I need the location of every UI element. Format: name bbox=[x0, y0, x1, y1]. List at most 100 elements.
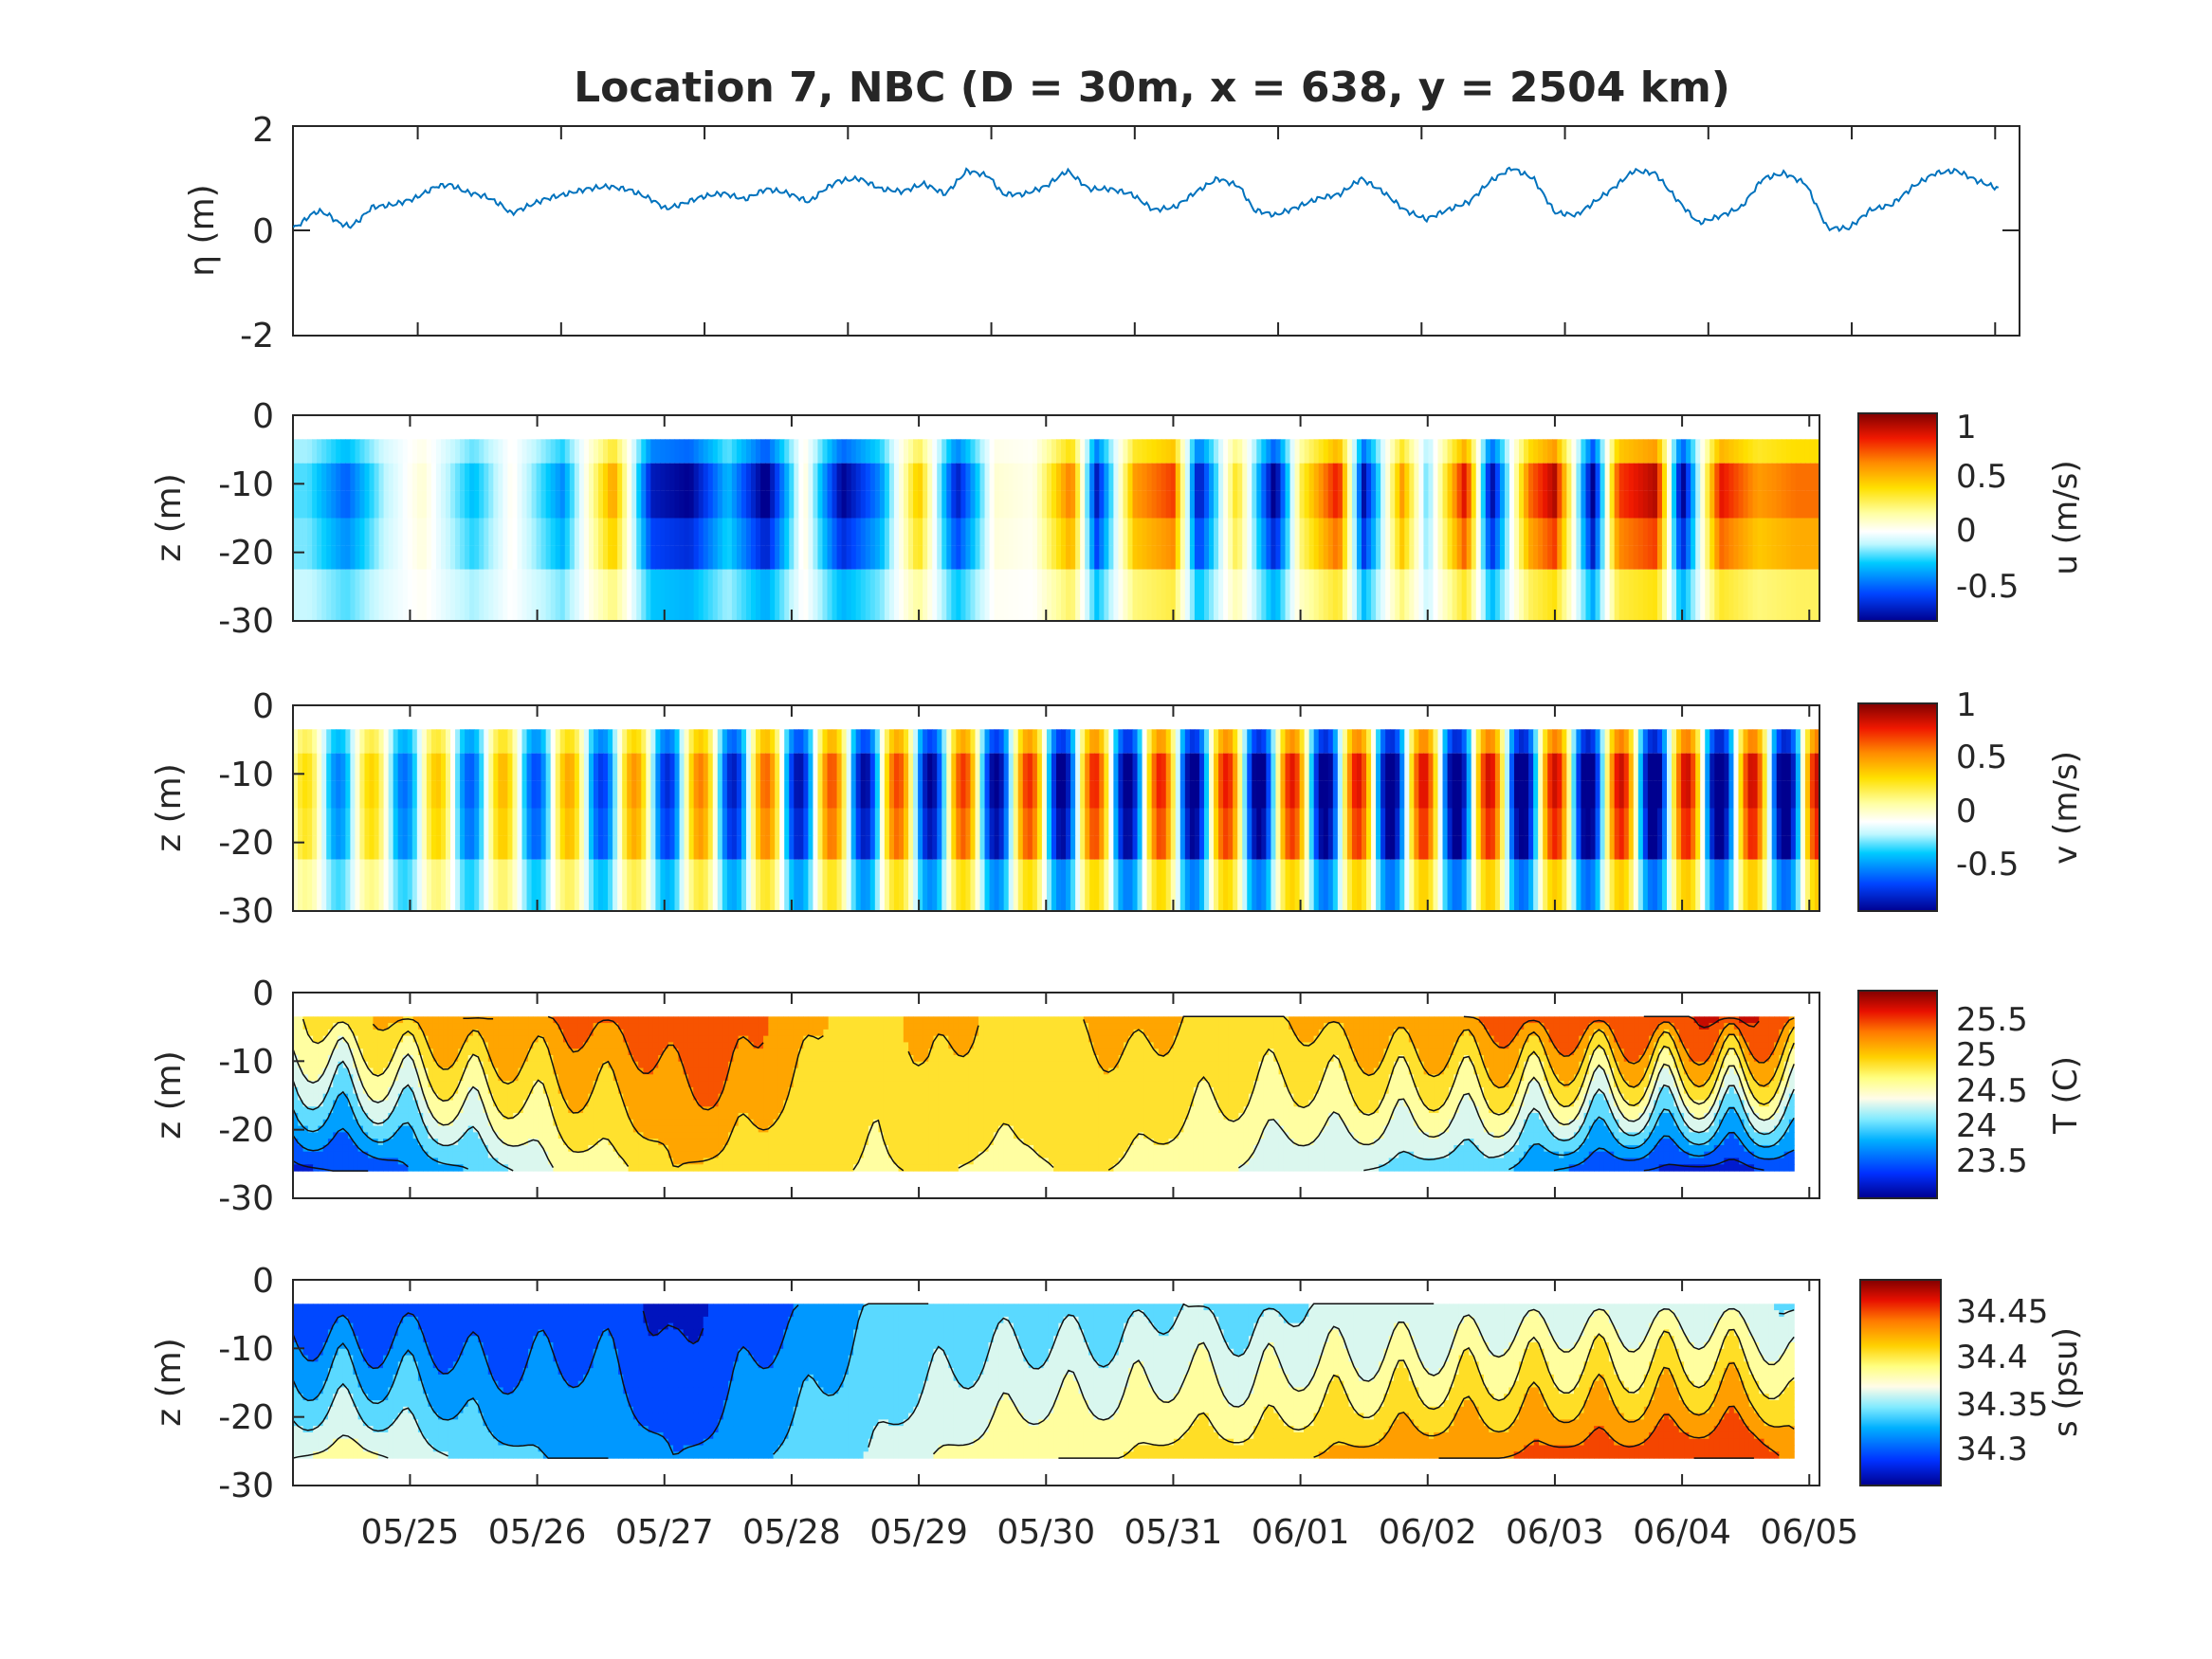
v-cell bbox=[1304, 859, 1310, 911]
t-cell bbox=[1669, 1023, 1675, 1030]
t-cell bbox=[1559, 1016, 1565, 1024]
u-cell bbox=[583, 569, 590, 621]
t-cell bbox=[908, 1016, 914, 1024]
u-cell bbox=[1323, 463, 1329, 491]
u-cell bbox=[1414, 545, 1419, 570]
t-cell bbox=[1008, 1016, 1015, 1024]
v-cell bbox=[1814, 729, 1820, 754]
v-cell bbox=[603, 780, 609, 809]
v-cell bbox=[1728, 835, 1735, 860]
v-cell bbox=[1709, 835, 1715, 860]
t-cell bbox=[1153, 1016, 1160, 1024]
u-cell bbox=[608, 518, 613, 546]
u-cell bbox=[1351, 545, 1358, 570]
v-cell bbox=[1757, 780, 1764, 809]
u-cell bbox=[1032, 545, 1038, 570]
u-cell bbox=[879, 463, 886, 491]
u-cell bbox=[1161, 439, 1167, 464]
u-cell bbox=[411, 463, 418, 491]
t-cell bbox=[1083, 1029, 1089, 1037]
u-cell bbox=[1728, 545, 1735, 570]
u-cell bbox=[550, 545, 557, 570]
v-cell bbox=[655, 835, 662, 860]
t-cell bbox=[1658, 1029, 1665, 1037]
u-cell bbox=[1733, 569, 1740, 621]
v-cell bbox=[1366, 753, 1372, 781]
v-cell bbox=[493, 780, 499, 809]
u-cell bbox=[416, 439, 423, 464]
v-cell bbox=[913, 780, 919, 809]
t-cell bbox=[1368, 1029, 1375, 1037]
u-cell bbox=[1514, 545, 1520, 570]
t-cell bbox=[568, 1023, 575, 1030]
t-cell bbox=[1443, 1029, 1450, 1037]
v-cell bbox=[512, 835, 519, 860]
u-cell bbox=[998, 545, 1005, 570]
u-cell bbox=[1233, 439, 1238, 464]
u-cell bbox=[841, 569, 848, 621]
u-cell bbox=[989, 569, 996, 621]
t-cell bbox=[1373, 1029, 1380, 1037]
v-cell bbox=[1800, 753, 1806, 781]
t-cell bbox=[1768, 1016, 1775, 1024]
v-cell bbox=[1036, 808, 1043, 836]
t-cell bbox=[1539, 1029, 1545, 1037]
u-cell bbox=[1547, 463, 1553, 491]
u-cell bbox=[1700, 439, 1706, 464]
u-cell bbox=[1800, 545, 1806, 570]
u-cell bbox=[1618, 463, 1625, 491]
t-cell bbox=[1748, 1029, 1755, 1037]
u-cell bbox=[559, 490, 566, 519]
u-cell bbox=[932, 490, 938, 519]
v-cell bbox=[1661, 859, 1668, 911]
u-cell bbox=[789, 545, 795, 570]
v-cell bbox=[1233, 808, 1238, 836]
u-cell bbox=[293, 518, 299, 546]
u-cell bbox=[1581, 518, 1587, 546]
u-cell bbox=[298, 439, 303, 464]
v-cell bbox=[627, 808, 632, 836]
v-cell bbox=[1752, 859, 1759, 911]
t-cell bbox=[918, 1035, 924, 1044]
v-cell bbox=[1743, 729, 1749, 754]
v-cell bbox=[860, 835, 867, 860]
u-cell bbox=[622, 545, 628, 570]
v-cell bbox=[1237, 835, 1243, 860]
u-cell bbox=[646, 545, 651, 570]
u-cell bbox=[1271, 439, 1277, 464]
v-cell bbox=[345, 808, 351, 836]
u-cell bbox=[331, 569, 337, 621]
u-cell bbox=[512, 545, 519, 570]
u-cell bbox=[908, 490, 914, 519]
t-cell bbox=[1759, 1029, 1765, 1037]
u-cell bbox=[302, 463, 308, 491]
u-cell bbox=[703, 545, 709, 570]
u-cell bbox=[1242, 439, 1248, 464]
u-cell bbox=[298, 463, 303, 491]
t-cell bbox=[618, 1035, 624, 1044]
u-cell bbox=[465, 463, 470, 491]
u-cell bbox=[808, 569, 814, 621]
v-cell bbox=[564, 835, 571, 860]
u-cell bbox=[1519, 545, 1525, 570]
v-cell bbox=[1585, 859, 1592, 911]
u-cell bbox=[402, 439, 409, 464]
v-cell bbox=[1027, 753, 1033, 781]
u-cell bbox=[531, 518, 538, 546]
v-cell bbox=[1714, 808, 1720, 836]
v-cell bbox=[650, 729, 656, 754]
u-cell bbox=[1299, 439, 1306, 464]
v-cell bbox=[1661, 753, 1668, 781]
v-cell bbox=[636, 808, 642, 836]
u-cell bbox=[469, 439, 475, 464]
u-cell bbox=[1581, 545, 1587, 570]
v-cell bbox=[350, 780, 356, 809]
u-cell bbox=[450, 569, 456, 621]
v-cell bbox=[879, 808, 886, 836]
v-cell bbox=[874, 729, 881, 754]
v-cell bbox=[1795, 780, 1801, 809]
u-cell bbox=[1275, 545, 1282, 570]
u-cell bbox=[1423, 569, 1430, 621]
t-cell bbox=[1704, 1029, 1710, 1037]
v-cell bbox=[312, 808, 318, 836]
